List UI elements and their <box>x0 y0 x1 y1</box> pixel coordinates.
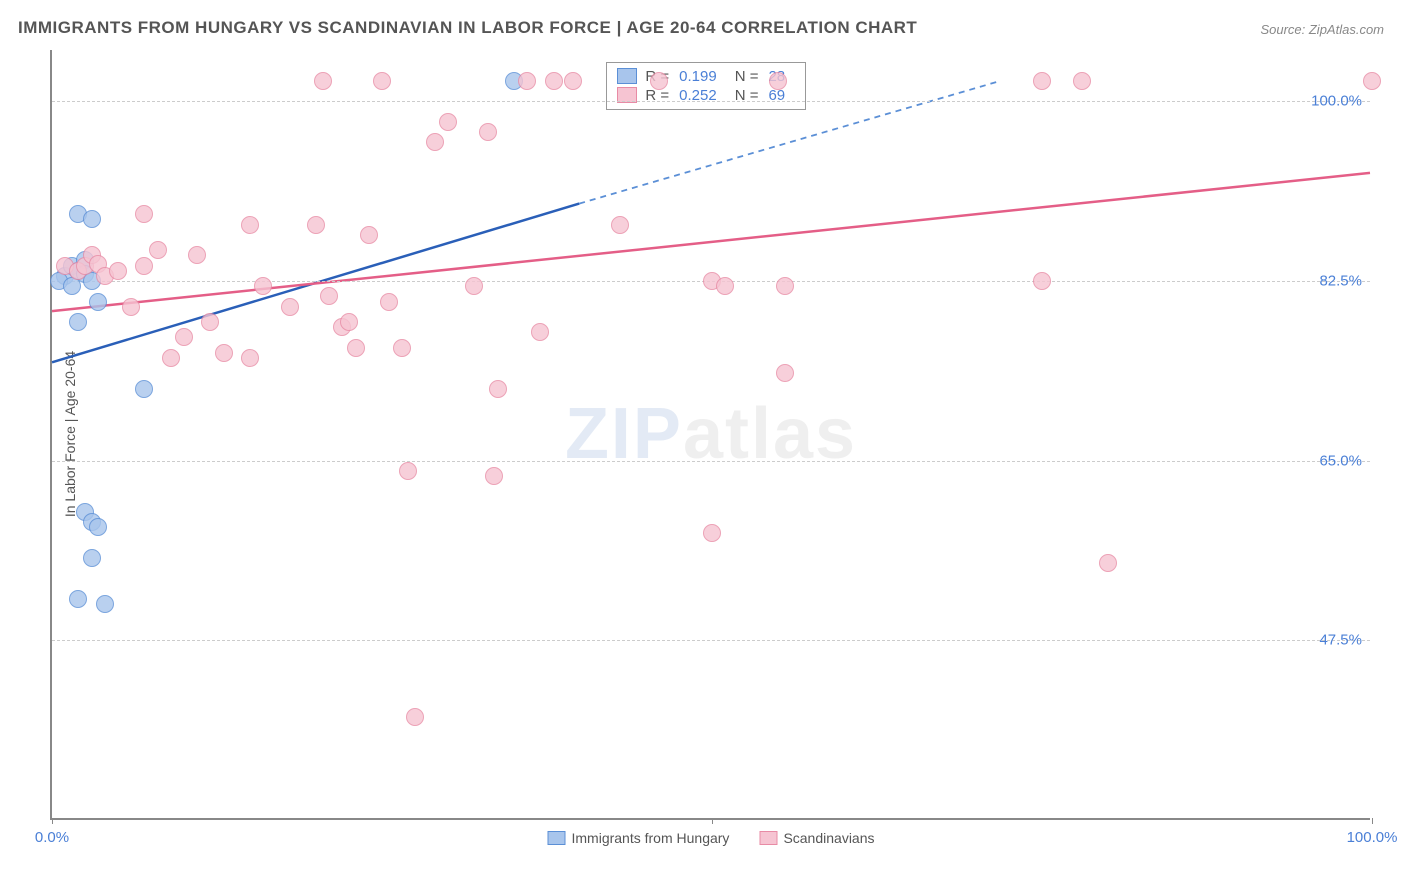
gridline <box>52 461 1370 462</box>
data-point-scandinavian <box>776 364 794 382</box>
trend-lines <box>52 50 1370 818</box>
data-point-hungary <box>63 277 81 295</box>
y-tick-label: 65.0% <box>1319 452 1362 469</box>
data-point-hungary <box>83 549 101 567</box>
data-point-scandinavian <box>489 380 507 398</box>
x-tick-mark <box>1372 818 1373 824</box>
data-point-scandinavian <box>1033 272 1051 290</box>
data-point-hungary <box>89 518 107 536</box>
bottom-legend: Immigrants from Hungary Scandinavians <box>548 830 875 846</box>
data-point-hungary <box>83 210 101 228</box>
data-point-scandinavian <box>399 462 417 480</box>
data-point-scandinavian <box>188 246 206 264</box>
data-point-scandinavian <box>485 467 503 485</box>
x-tick-label-right: 100.0% <box>1347 829 1398 846</box>
data-point-scandinavian <box>122 298 140 316</box>
data-point-scandinavian <box>406 708 424 726</box>
gridline <box>52 101 1370 102</box>
data-point-scandinavian <box>531 323 549 341</box>
data-point-hungary <box>135 380 153 398</box>
data-point-scandinavian <box>215 344 233 362</box>
y-tick-label: 100.0% <box>1311 93 1362 110</box>
data-point-scandinavian <box>439 113 457 131</box>
data-point-scandinavian <box>380 293 398 311</box>
plot-area: In Labor Force | Age 20-64 ZIPatlas R =0… <box>50 50 1370 820</box>
data-point-scandinavian <box>716 277 734 295</box>
stats-n-label: N = <box>735 68 759 85</box>
data-point-scandinavian <box>241 216 259 234</box>
data-point-scandinavian <box>254 277 272 295</box>
data-point-scandinavian <box>479 123 497 141</box>
data-point-scandinavian <box>314 72 332 90</box>
data-point-hungary <box>69 313 87 331</box>
trend-line-scandinavian <box>52 173 1370 311</box>
legend-label: Immigrants from Hungary <box>572 830 730 846</box>
y-tick-label: 82.5% <box>1319 273 1362 290</box>
legend-item-hungary: Immigrants from Hungary <box>548 830 730 846</box>
data-point-scandinavian <box>393 339 411 357</box>
data-point-scandinavian <box>1073 72 1091 90</box>
legend-swatch-icon <box>759 831 777 845</box>
stats-swatch-icon <box>617 68 637 84</box>
data-point-scandinavian <box>426 133 444 151</box>
data-point-hungary <box>69 590 87 608</box>
legend-item-scandinavian: Scandinavians <box>759 830 874 846</box>
y-tick-label: 47.5% <box>1319 632 1362 649</box>
data-point-scandinavian <box>611 216 629 234</box>
data-point-scandinavian <box>650 72 668 90</box>
data-point-scandinavian <box>135 205 153 223</box>
data-point-scandinavian <box>1033 72 1051 90</box>
data-point-hungary <box>89 293 107 311</box>
chart-container: IMMIGRANTS FROM HUNGARY VS SCANDINAVIAN … <box>0 0 1406 892</box>
data-point-scandinavian <box>320 287 338 305</box>
data-point-scandinavian <box>545 72 563 90</box>
gridline <box>52 640 1370 641</box>
data-point-hungary <box>96 595 114 613</box>
data-point-scandinavian <box>769 72 787 90</box>
data-point-scandinavian <box>109 262 127 280</box>
data-point-scandinavian <box>135 257 153 275</box>
x-tick-mark <box>712 818 713 824</box>
legend-swatch-icon <box>548 831 566 845</box>
source-label: Source: ZipAtlas.com <box>1260 22 1384 37</box>
data-point-scandinavian <box>564 72 582 90</box>
data-point-scandinavian <box>201 313 219 331</box>
stats-r-value: 0.199 <box>679 68 717 85</box>
data-point-scandinavian <box>703 524 721 542</box>
data-point-scandinavian <box>149 241 167 259</box>
data-point-scandinavian <box>347 339 365 357</box>
chart-title: IMMIGRANTS FROM HUNGARY VS SCANDINAVIAN … <box>18 18 917 38</box>
data-point-scandinavian <box>281 298 299 316</box>
data-point-scandinavian <box>241 349 259 367</box>
data-point-scandinavian <box>340 313 358 331</box>
data-point-scandinavian <box>1363 72 1381 90</box>
legend-label: Scandinavians <box>783 830 874 846</box>
data-point-scandinavian <box>360 226 378 244</box>
data-point-scandinavian <box>307 216 325 234</box>
data-point-scandinavian <box>776 277 794 295</box>
data-point-scandinavian <box>1099 554 1117 572</box>
x-tick-label-left: 0.0% <box>35 829 69 846</box>
data-point-scandinavian <box>175 328 193 346</box>
data-point-scandinavian <box>162 349 180 367</box>
data-point-scandinavian <box>518 72 536 90</box>
data-point-scandinavian <box>373 72 391 90</box>
x-tick-mark <box>52 818 53 824</box>
data-point-scandinavian <box>465 277 483 295</box>
